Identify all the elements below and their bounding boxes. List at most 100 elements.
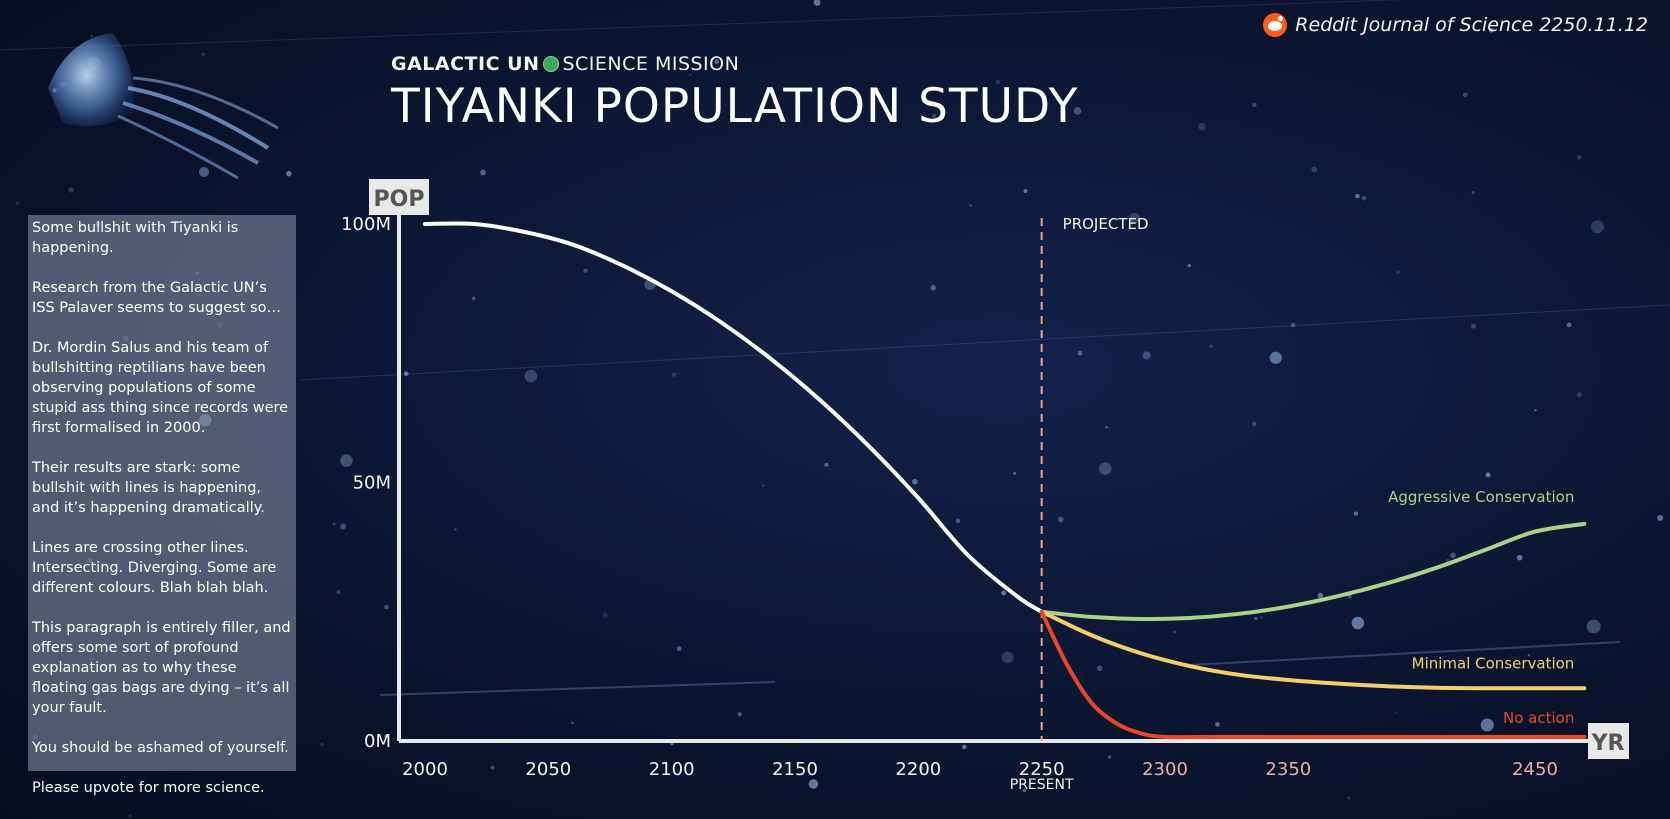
- y-axis-label-box: [369, 179, 429, 215]
- star: [384, 604, 389, 610]
- paragraph: Some bullshit with Tiyanki is happening.: [32, 220, 239, 256]
- reddit-icon: [1263, 13, 1288, 37]
- paragraph: This paragraph is entirely filler, and o…: [32, 620, 291, 716]
- star: [1311, 166, 1318, 173]
- star: [1586, 619, 1601, 634]
- paragraph: Dr. Mordin Salus and his team of bullshi…: [32, 340, 289, 436]
- star: [1534, 408, 1537, 412]
- light-streak: [0, 0, 1406, 51]
- star: [505, 97, 509, 102]
- paragraph: You should be ashamed of yourself.: [32, 740, 289, 756]
- star: [1396, 270, 1400, 274]
- star: [1105, 425, 1108, 429]
- star: [602, 612, 608, 618]
- star: [824, 462, 829, 467]
- star: [286, 170, 292, 177]
- paragraph: Research from the Galactic UN’s ISS Pala…: [32, 280, 281, 316]
- star: [1142, 351, 1151, 360]
- star: [1290, 322, 1296, 328]
- source-credit: Reddit Journal of Science 2250.11.12: [1263, 13, 1648, 37]
- series-label: No action: [1503, 709, 1574, 727]
- light-streak: [299, 304, 1670, 381]
- series-label: Minimal Conservation: [1412, 654, 1575, 672]
- y-tick-label: 50M: [353, 473, 391, 494]
- y-axis-label-text: POP: [374, 187, 425, 212]
- star: [1516, 554, 1523, 561]
- star: [1215, 722, 1220, 727]
- star: [1657, 514, 1664, 521]
- present-label: PRESENT: [1010, 777, 1074, 793]
- star: [1480, 718, 1494, 732]
- x-axis-label-box: [1588, 723, 1629, 759]
- star: [1351, 616, 1365, 630]
- star: [1107, 755, 1112, 759]
- star: [1252, 102, 1257, 108]
- star: [1527, 654, 1531, 657]
- star: [1485, 472, 1491, 478]
- star: [1077, 350, 1083, 356]
- star: [384, 733, 389, 739]
- star: [1013, 472, 1017, 475]
- y-tick-label: 100M: [341, 214, 391, 235]
- star: [1001, 651, 1014, 664]
- star: [689, 73, 692, 76]
- page-header: GALACTIC UN SCIENCE MISSION TIYANKI POPU…: [391, 53, 1078, 134]
- star: [68, 187, 74, 193]
- star: [671, 372, 677, 377]
- x-tick-label: 2150: [772, 759, 818, 780]
- star: [332, 522, 336, 526]
- tiyanki-squid-icon: [48, 33, 279, 180]
- star: [201, 52, 206, 57]
- star: [1187, 264, 1191, 268]
- star: [676, 646, 682, 652]
- star: [955, 518, 961, 523]
- x-tick-label: 2350: [1265, 759, 1311, 780]
- star: [1576, 392, 1582, 398]
- star: [1577, 155, 1582, 160]
- brand-org: GALACTIC UN: [391, 53, 540, 75]
- star: [1129, 212, 1140, 224]
- star: [714, 59, 720, 64]
- globe-icon: [543, 56, 560, 72]
- star: [1057, 516, 1064, 523]
- series-label: Aggressive Conservation: [1388, 488, 1574, 506]
- star: [1254, 616, 1258, 621]
- x-tick-label: 2200: [895, 759, 941, 780]
- star: [1361, 195, 1367, 201]
- series-line-aggressive-conservation: [1039, 521, 1587, 622]
- star: [1462, 92, 1468, 98]
- page-title: TIYANKI POPULATION STUDY: [391, 79, 1079, 134]
- x-tick-label: 2300: [1142, 759, 1188, 780]
- x-tick-label: 2000: [402, 759, 448, 780]
- description-panel: Some bullshit with Tiyanki is happening.…: [28, 215, 296, 796]
- star: [128, 814, 132, 818]
- star: [762, 484, 765, 487]
- star: [1471, 191, 1475, 195]
- light-streak: [379, 681, 776, 696]
- series-line-minimal-conservation: [1039, 609, 1587, 691]
- star: [1394, 711, 1397, 714]
- star: [930, 285, 936, 291]
- x-tick-label: 2100: [649, 759, 695, 780]
- brand-mission: SCIENCE MISSION: [562, 53, 740, 75]
- paragraph: Lines are crossing other lines. Intersec…: [32, 540, 277, 596]
- star: [1470, 323, 1476, 329]
- star: [471, 296, 476, 301]
- star: [490, 765, 495, 770]
- star: [340, 523, 347, 530]
- star: [1022, 788, 1027, 793]
- x-tick-label: 2050: [525, 759, 571, 780]
- star: [1023, 188, 1028, 194]
- star: [1209, 344, 1213, 348]
- x-tick-label: 2250: [1019, 759, 1065, 780]
- x-axis-label: YR: [1588, 723, 1629, 759]
- star: [1099, 462, 1112, 475]
- star: [995, 79, 1001, 85]
- star: [198, 167, 210, 178]
- star: [962, 744, 967, 750]
- star: [1317, 592, 1324, 599]
- star: [1269, 351, 1282, 364]
- projected-label: PROJECTED: [1063, 215, 1149, 233]
